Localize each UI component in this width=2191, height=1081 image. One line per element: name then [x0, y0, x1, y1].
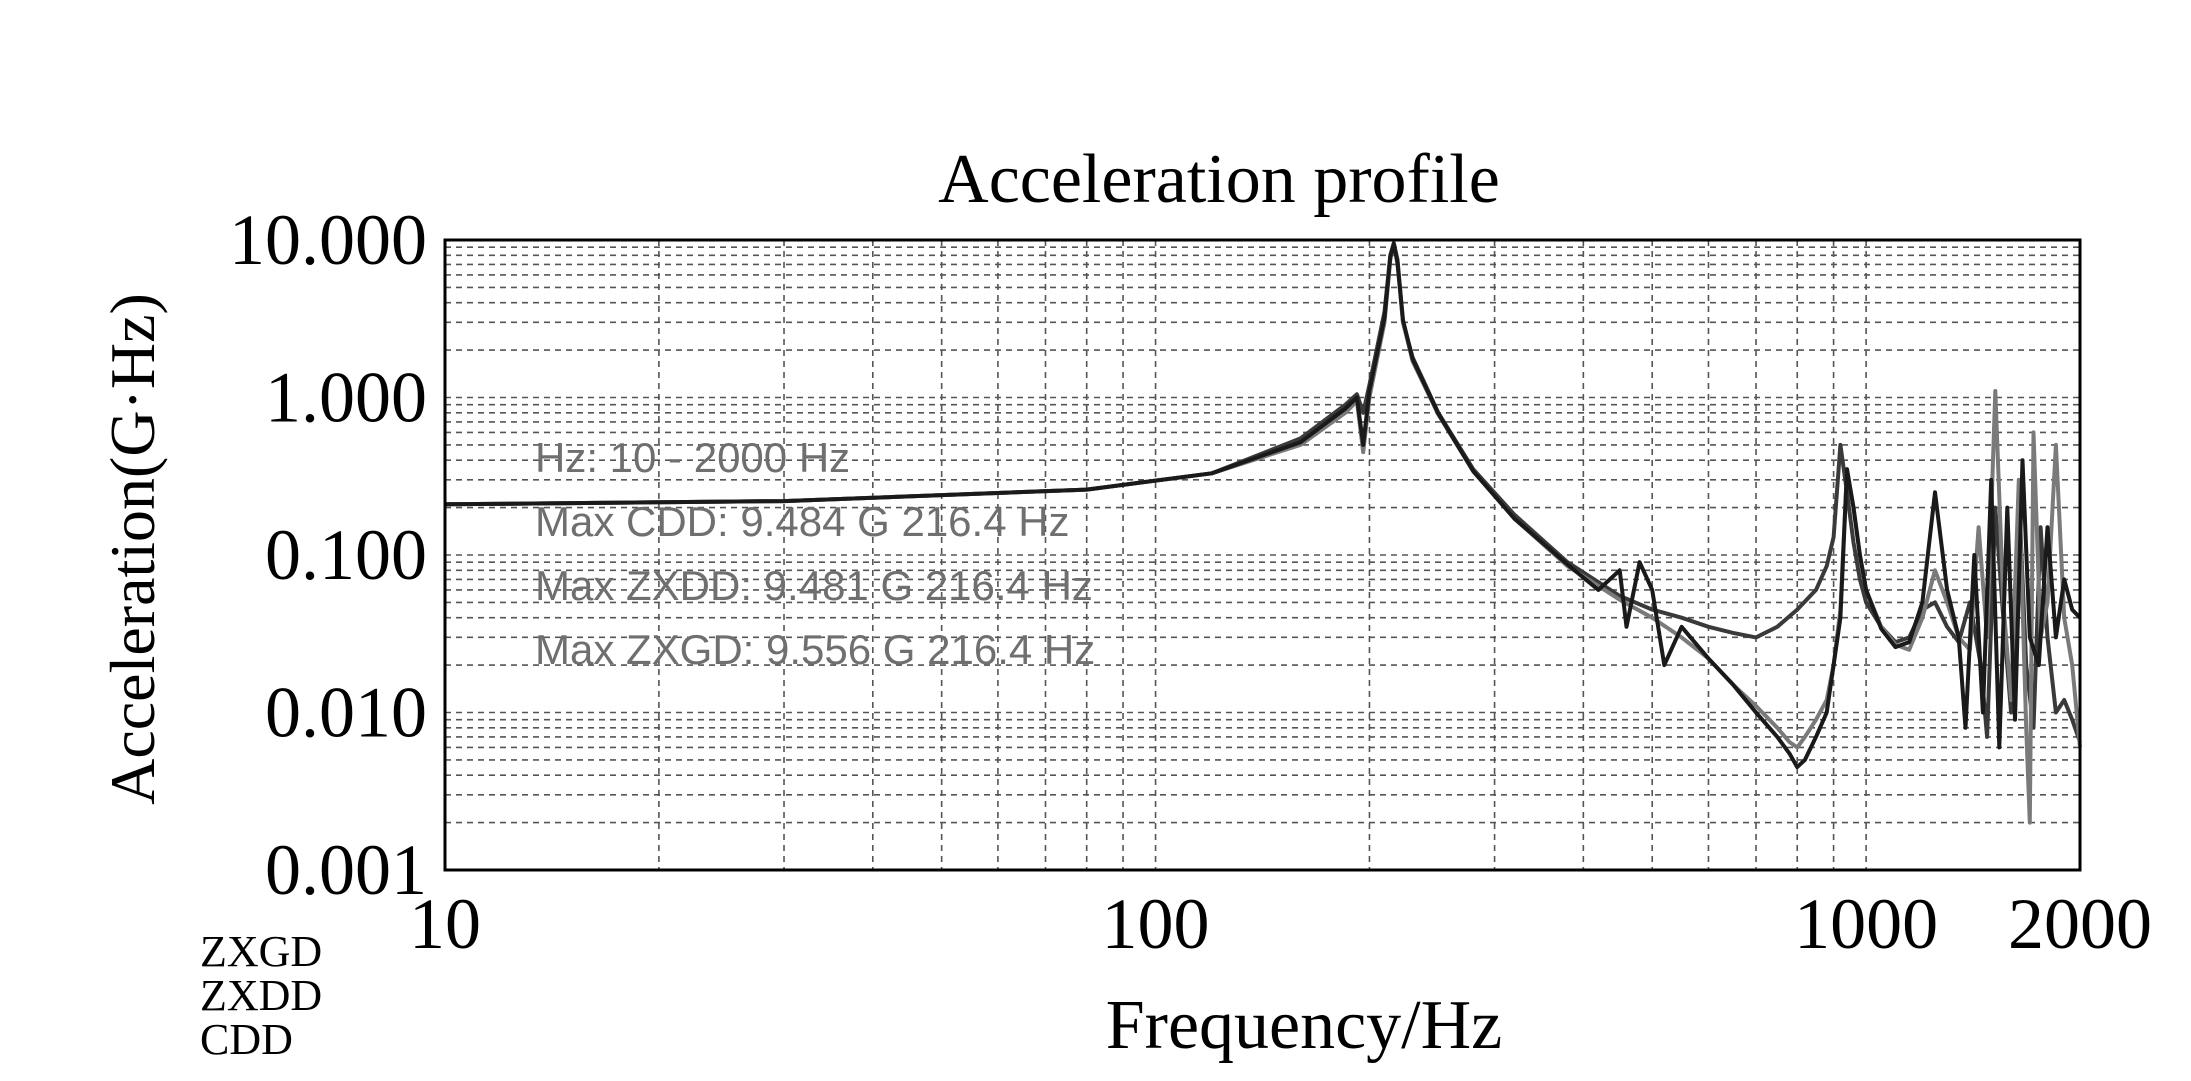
plot-frame [443, 238, 2082, 872]
x-tick-label: 100 [1102, 884, 1210, 964]
grid [445, 240, 2080, 870]
series-line-cdd [444, 241, 2082, 770]
series-lines [444, 241, 2082, 825]
y-tick-label: 0.010 [265, 673, 427, 753]
annotation-text: Max ZXDD: 9.481 G 216.4 Hz [535, 562, 1093, 609]
y-tick-label: 0.001 [265, 830, 427, 910]
annotations: Hz: 10 - 2000 Hz Max CDD: 9.484 G 216.4 H… [535, 434, 1095, 673]
y-tick-label: 10.000 [229, 200, 427, 280]
legend-entry: CDD [200, 1015, 293, 1064]
x-axis-label: Frequency/Hz [1106, 987, 1503, 1064]
y-axis-label: Acceleration(G·Hz) [97, 293, 168, 805]
annotation-text: Max CDD: 9.484 G 216.4 Hz [535, 498, 1070, 545]
annotation-text: Hz: 10 - 2000 Hz [535, 434, 850, 481]
legend-entry: ZXDD [200, 971, 322, 1020]
chart-title: Acceleration profile [938, 141, 1500, 218]
x-tick-label: 1000 [1794, 884, 1938, 964]
y-tick-label: 0.100 [265, 515, 427, 595]
x-tick-label: 2000 [2008, 884, 2152, 964]
legend-entry: ZXGD [200, 927, 322, 976]
annotation-text: Max ZXGD: 9.556 G 216.4 Hz [535, 626, 1095, 673]
x-tick-label: 10 [409, 884, 481, 964]
tick-labels: 0.001 0.010 0.100 1.000 10.000 10 100 1000 2000 [229, 200, 2152, 964]
y-tick-label: 1.000 [265, 358, 427, 438]
